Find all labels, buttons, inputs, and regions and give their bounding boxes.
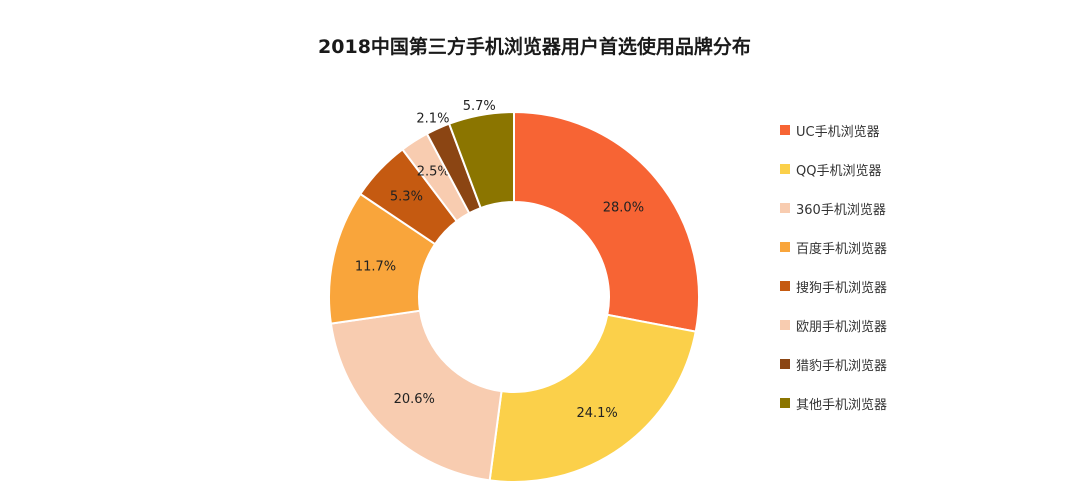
data-label-4: 11.7% <box>355 260 396 275</box>
legend-item-7: 猎豹手机浏览器 <box>780 354 887 374</box>
legend-swatch-1 <box>780 125 790 135</box>
legend-item-3: 360手机浏览器 <box>780 198 886 218</box>
data-label-5: 5.3% <box>390 189 423 204</box>
legend-label-4: 百度手机浏览器 <box>796 241 888 257</box>
data-label-8: 5.7% <box>463 99 496 114</box>
legend-label-1: UC手机浏览器 <box>796 124 880 140</box>
legend-swatch-6 <box>780 320 790 330</box>
legend-label-7: 猎豹手机浏览器 <box>796 358 888 374</box>
legend-label-8: 其他手机浏览器 <box>796 397 888 413</box>
donut-slice-8 <box>447 110 515 210</box>
donut-slice-3 <box>329 309 503 482</box>
legend-swatch-7 <box>780 359 790 369</box>
data-label-6: 2.5% <box>417 165 450 180</box>
chart-title: 2018中国第三方手机浏览器用户首选使用品牌分布 <box>318 36 751 58</box>
legend-label-3: 360手机浏览器 <box>796 202 886 218</box>
data-label-7: 2.1% <box>416 111 449 126</box>
legend-label-5: 搜狗手机浏览器 <box>796 280 888 296</box>
legend-item-1: UC手机浏览器 <box>780 120 880 140</box>
donut-slice-1 <box>513 110 700 333</box>
legend-swatch-5 <box>780 281 790 291</box>
legend-item-2: QQ手机浏览器 <box>780 159 881 179</box>
legend-item-6: 欧朋手机浏览器 <box>780 315 887 335</box>
legend-swatch-3 <box>780 203 790 213</box>
legend-swatch-2 <box>780 164 790 174</box>
legend-item-4: 百度手机浏览器 <box>780 237 887 257</box>
donut-slice-2 <box>488 313 697 483</box>
data-label-1: 28.0% <box>603 200 644 215</box>
data-label-3: 20.6% <box>394 392 435 407</box>
legend-item-5: 搜狗手机浏览器 <box>780 276 887 296</box>
legend-label-6: 欧朋手机浏览器 <box>796 319 888 335</box>
legend-label-2: QQ手机浏览器 <box>796 163 882 179</box>
data-label-2: 24.1% <box>576 406 617 421</box>
legend-swatch-8 <box>780 398 790 408</box>
legend-item-8: 其他手机浏览器 <box>780 393 887 413</box>
legend-swatch-4 <box>780 242 790 252</box>
